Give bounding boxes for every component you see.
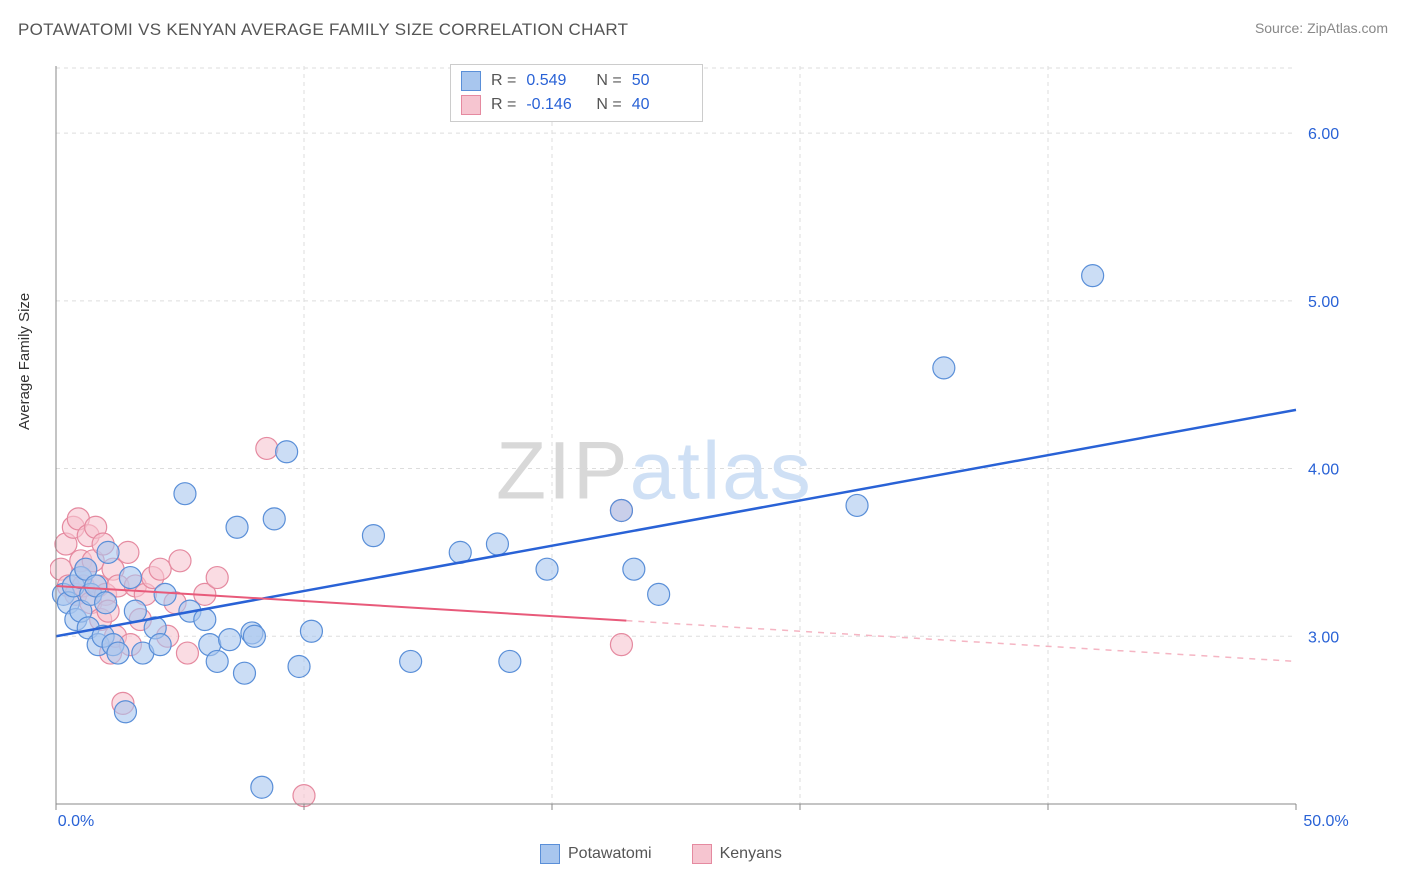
data-point	[263, 508, 285, 530]
scatter-chart: ZIPatlas 3.00 4.00 5.00 6.00 0.0% 50.0%	[50, 60, 1350, 830]
data-point	[499, 650, 521, 672]
swatch-blue-icon	[540, 844, 560, 864]
swatch-blue-icon	[461, 71, 481, 91]
data-point	[117, 541, 139, 563]
r-label: R =	[491, 96, 516, 114]
x-tick-label: 0.0%	[58, 813, 94, 830]
n-value: 40	[632, 96, 692, 114]
data-point	[1082, 265, 1104, 287]
svg-text:ZIPatlas: ZIPatlas	[496, 426, 813, 517]
data-point	[536, 558, 558, 580]
stat-row-potawatomi: R = 0.549 N = 50	[461, 69, 692, 93]
data-point	[124, 600, 146, 622]
data-point	[486, 533, 508, 555]
chart-area: ZIPatlas 3.00 4.00 5.00 6.00 0.0% 50.0%	[50, 60, 1350, 830]
data-point	[243, 625, 265, 647]
data-point	[206, 567, 228, 589]
data-point	[933, 357, 955, 379]
data-point	[114, 701, 136, 723]
n-value: 50	[632, 72, 692, 90]
legend-item-potawatomi: Potawatomi	[540, 844, 652, 864]
series-legend: Potawatomi Kenyans	[540, 844, 782, 864]
data-point	[97, 541, 119, 563]
r-value: 0.549	[526, 72, 586, 90]
stat-row-kenyans: R = -0.146 N = 40	[461, 93, 692, 117]
legend-item-kenyans: Kenyans	[692, 844, 782, 864]
data-point	[219, 629, 241, 651]
y-axis-label: Average Family Size	[16, 293, 33, 430]
data-point	[154, 583, 176, 605]
data-point	[251, 776, 273, 798]
r-value: -0.146	[526, 96, 586, 114]
x-tick-label: 50.0%	[1303, 813, 1348, 830]
data-point	[846, 494, 868, 516]
trend-line-kenyans-extrapolated	[626, 621, 1296, 662]
r-label: R =	[491, 72, 516, 90]
legend-label: Kenyans	[720, 845, 782, 863]
data-point	[233, 662, 255, 684]
data-point	[256, 437, 278, 459]
data-point	[176, 642, 198, 664]
legend-label: Potawatomi	[568, 845, 652, 863]
n-label: N =	[596, 72, 621, 90]
data-point	[288, 655, 310, 677]
data-point	[206, 650, 228, 672]
data-point	[610, 634, 632, 656]
n-label: N =	[596, 96, 621, 114]
swatch-pink-icon	[692, 844, 712, 864]
data-point	[174, 483, 196, 505]
data-point	[107, 642, 129, 664]
data-point	[623, 558, 645, 580]
data-point	[610, 499, 632, 521]
y-tick-label: 5.00	[1308, 294, 1339, 311]
y-tick-label: 6.00	[1308, 126, 1339, 143]
data-point	[362, 525, 384, 547]
y-tick-label: 4.00	[1308, 462, 1339, 479]
y-tick-label: 3.00	[1308, 629, 1339, 646]
stat-legend: R = 0.549 N = 50 R = -0.146 N = 40	[450, 64, 703, 122]
data-point	[169, 550, 191, 572]
data-point	[300, 620, 322, 642]
data-point	[149, 634, 171, 656]
data-point	[293, 785, 315, 807]
data-point	[119, 567, 141, 589]
data-point	[149, 558, 171, 580]
chart-title: POTAWATOMI VS KENYAN AVERAGE FAMILY SIZE…	[18, 20, 628, 39]
swatch-pink-icon	[461, 95, 481, 115]
data-point	[95, 592, 117, 614]
data-point	[648, 583, 670, 605]
source-label: Source: ZipAtlas.com	[1255, 20, 1388, 36]
data-point	[194, 609, 216, 631]
data-point	[276, 441, 298, 463]
data-point	[400, 650, 422, 672]
data-point	[226, 516, 248, 538]
